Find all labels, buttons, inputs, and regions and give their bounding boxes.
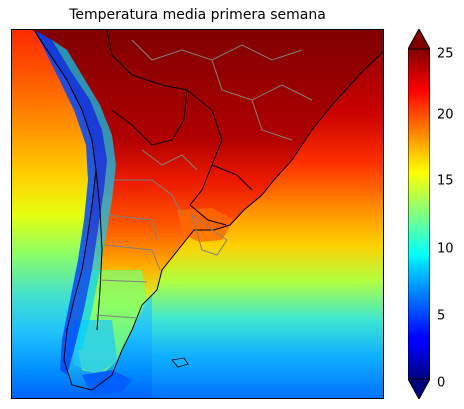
falkland-islands [171,357,189,368]
tierra-del-fuego [82,370,132,395]
colorbar-min-extend [408,378,430,399]
colorbar-tick-15: 15 [437,173,454,189]
colorbar-tick-0: 0 [437,375,446,391]
map-panel [11,29,384,399]
colorbar-tick-20: 20 [437,107,454,123]
map-title: Temperatura media primera semana [69,7,326,23]
colorbar-max-extend [408,29,430,50]
coastline [33,30,383,391]
colorbar [408,29,430,399]
colorbar-gradient [408,48,430,380]
colorbar-tick-10: 10 [437,241,454,257]
andes-foothill-band [52,40,116,350]
country-borders [95,30,253,331]
temperature-map [12,30,383,398]
andes-cold-band [34,30,107,375]
province-borders [95,39,313,319]
colorbar-tick-25: 25 [437,46,454,62]
colorbar-tick-5: 5 [437,308,446,324]
